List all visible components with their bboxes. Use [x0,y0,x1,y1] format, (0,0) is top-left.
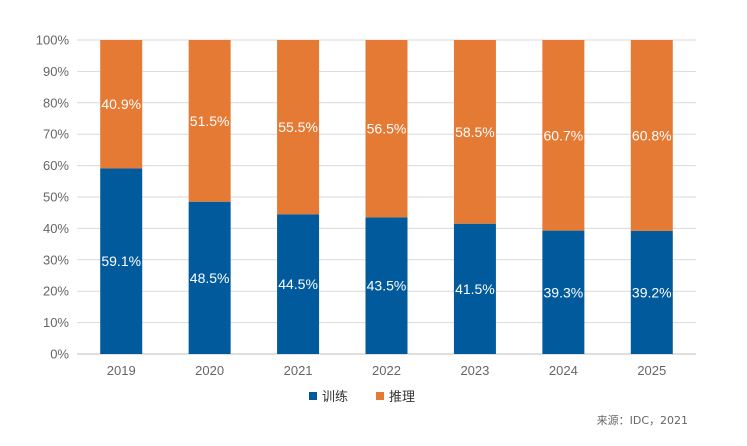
y-tick-label: 90% [43,64,69,79]
x-tick-label: 2019 [107,363,136,378]
legend: 训练 推理 [309,390,415,405]
y-tick-label: 100% [36,33,70,48]
bar-training [188,201,231,354]
data-label: 59.1% [101,253,141,269]
bar-inference [630,40,673,231]
data-label: 55.5% [278,119,318,135]
bars: 59.1% 40.9% 48.5% 51.5% 44.5% 55.5% 43.5% 56.5%… [100,40,673,354]
y-tick-label: 70% [43,127,69,142]
data-label: 39.2% [632,284,672,300]
bar-inference [277,40,320,215]
x-tick-label: 2022 [372,363,401,378]
bar-inference [542,40,585,231]
bar-training [542,230,585,354]
data-label: 48.5% [190,270,230,286]
data-label: 58.5% [455,124,495,140]
bar-inference [100,40,143,169]
data-label: 51.5% [190,113,230,129]
data-label: 43.5% [367,278,407,294]
y-tick-label: 20% [43,284,69,299]
data-label: 39.3% [544,284,584,300]
bar-inference [453,40,496,224]
y-tick-label: 0% [50,347,69,362]
x-tick-label: 2020 [195,363,224,378]
bar-training [630,230,673,354]
y-tick-label: 80% [43,95,69,110]
source-note: 来源：IDC，2021 [597,413,688,427]
legend-label: 训练 [322,390,348,405]
bar-training [277,214,320,354]
x-tick-label: 2025 [637,363,666,378]
bar-training [365,217,408,354]
x-tick-label: 2024 [549,363,578,378]
data-label: 40.9% [101,96,141,112]
y-tick-label: 60% [43,158,69,173]
bar-training [453,223,496,354]
legend-swatch [376,392,384,400]
x-axis: 2019 2020 2021 2022 2023 2024 2025 [107,363,666,378]
y-tick-label: 40% [43,221,69,236]
data-label: 41.5% [455,281,495,297]
legend-swatch [309,392,317,400]
data-label: 60.8% [632,127,672,143]
y-tick-label: 10% [43,315,69,330]
bar-inference [365,40,408,218]
data-label: 56.5% [367,121,407,137]
y-tick-label: 50% [43,190,69,205]
x-tick-label: 2023 [460,363,489,378]
data-label: 60.7% [544,127,584,143]
y-tick-label: 30% [43,252,69,267]
y-axis: 0% 10% 20% 30% 40% 50% 60% 70% 80% 90% 100% [36,33,70,362]
bar-training [100,168,143,354]
data-label: 44.5% [278,276,318,292]
x-tick-label: 2021 [284,363,313,378]
legend-label: 推理 [389,390,415,405]
bar-inference [188,40,231,202]
